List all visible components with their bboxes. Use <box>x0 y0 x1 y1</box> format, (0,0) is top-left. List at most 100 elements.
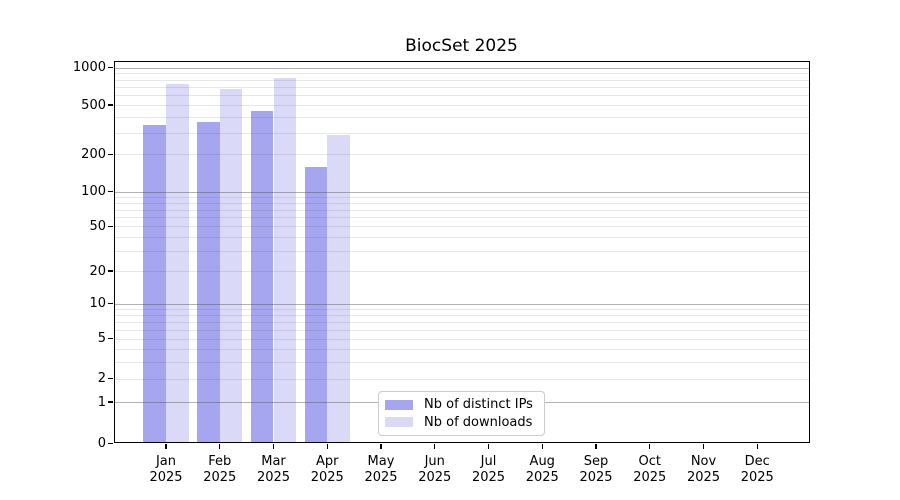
month-label: Jan <box>155 454 177 469</box>
month-label: Dec <box>744 454 770 469</box>
month-label: Jun <box>424 454 445 469</box>
major-gridline <box>113 67 810 69</box>
month-label: Jul <box>480 454 497 469</box>
x-axis-tick-label-oct: Oct 2025 <box>623 454 677 485</box>
minor-gridline <box>113 86 810 88</box>
bar-distinct-ips-mar <box>250 110 274 444</box>
year-label: 2025 <box>364 469 398 485</box>
month-label: Apr <box>316 454 339 469</box>
chart-title: BiocSet 2025 <box>405 36 518 56</box>
year-label: 2025 <box>740 469 774 485</box>
month-label: Nov <box>690 454 717 469</box>
legend-label-downloads: Nb of downloads <box>424 414 533 430</box>
y-axis-tick <box>108 225 113 227</box>
y-axis-tick <box>108 191 113 193</box>
year-label: 2025 <box>256 469 291 485</box>
y-axis-tick <box>108 153 113 156</box>
y-axis-tick <box>108 67 113 69</box>
bar-downloads-apr <box>327 135 350 444</box>
month-label: Aug <box>529 454 555 469</box>
minor-gridline <box>113 362 810 364</box>
month-label: Mar <box>261 454 286 469</box>
month-label: Sep <box>583 454 609 469</box>
minor-gridline <box>113 217 810 219</box>
legend: Nb of distinct IPs Nb of downloads <box>378 391 545 436</box>
year-label: 2025 <box>203 469 237 485</box>
minor-gridline <box>113 154 810 156</box>
x-axis-tick <box>219 444 221 449</box>
x-axis-tick-label-jul: Jul 2025 <box>462 454 516 485</box>
minor-gridline <box>113 309 810 311</box>
x-axis-tick-label-feb: Feb 2025 <box>193 454 247 485</box>
y-axis-tick <box>108 337 113 340</box>
year-label: 2025 <box>579 469 613 485</box>
y-axis-tick-label: 20 <box>89 263 106 279</box>
x-axis-tick <box>434 444 436 449</box>
month-label: Feb <box>208 454 232 469</box>
y-axis-tick-label: 2 <box>97 371 106 387</box>
y-axis-tick-label: 5 <box>97 331 106 347</box>
x-axis-tick <box>380 444 382 449</box>
x-axis-tick <box>756 444 758 449</box>
bar-distinct-ips-jan <box>143 125 166 444</box>
x-axis-tick-label-apr: Apr 2025 <box>300 454 354 485</box>
plot-frame <box>113 60 810 444</box>
legend-swatch-distinct-ips <box>385 399 413 410</box>
x-axis-tick-label-jan: Jan 2025 <box>139 454 193 485</box>
legend-item-distinct-ips: Nb of distinct IPs <box>385 397 536 412</box>
bar-downloads-jan <box>166 83 189 444</box>
year-label: 2025 <box>418 469 452 485</box>
legend-swatch-downloads <box>385 417 413 428</box>
y-axis-tick-label: 1 <box>97 394 106 410</box>
x-axis-tick-label-aug: Aug 2025 <box>515 454 569 485</box>
x-axis-tick <box>487 444 490 449</box>
major-gridline <box>113 303 810 305</box>
x-axis-tick-label-jun: Jun 2025 <box>408 454 462 485</box>
year-label: 2025 <box>310 469 344 485</box>
y-axis-tick <box>108 377 113 380</box>
year-label: 2025 <box>471 469 506 485</box>
minor-gridline <box>113 202 810 204</box>
y-axis-tick-label: 50 <box>89 218 106 234</box>
x-axis-tick <box>702 444 705 449</box>
minor-gridline <box>113 196 810 198</box>
y-axis-tick-label: 1000 <box>72 60 106 76</box>
minor-gridline <box>113 209 810 211</box>
minor-gridline <box>113 105 810 107</box>
minor-gridline <box>113 322 810 324</box>
minor-gridline <box>113 349 810 351</box>
month-label: May <box>367 454 395 469</box>
minor-gridline <box>113 338 810 340</box>
x-axis-tick-label-may: May 2025 <box>354 454 408 485</box>
x-axis-tick <box>272 444 275 449</box>
x-axis-tick <box>326 444 328 449</box>
year-label: 2025 <box>633 469 667 485</box>
bar-downloads-feb <box>219 89 243 444</box>
x-axis-tick <box>595 444 597 449</box>
y-axis-tick-label: 500 <box>81 97 106 113</box>
x-axis-tick <box>165 444 167 449</box>
y-axis-tick <box>108 303 113 305</box>
minor-gridline <box>113 237 810 239</box>
y-axis-tick <box>108 401 113 403</box>
minor-gridline <box>113 132 810 134</box>
x-axis-tick-label-nov: Nov 2025 <box>677 454 731 485</box>
legend-item-downloads: Nb of downloads <box>385 415 536 430</box>
y-axis-tick <box>108 104 113 106</box>
bar-downloads-mar <box>273 77 297 444</box>
y-axis-tick-label: 0 <box>97 435 106 451</box>
minor-gridline <box>113 315 810 317</box>
y-axis-tick-label: 100 <box>81 184 106 200</box>
bar-distinct-ips-feb <box>197 121 220 444</box>
minor-gridline <box>113 226 810 228</box>
x-axis-tick-label-mar: Mar 2025 <box>247 454 301 485</box>
y-axis-tick-label: 200 <box>81 146 106 162</box>
x-axis-tick-label-dec: Dec 2025 <box>730 454 784 485</box>
minor-gridline <box>113 95 810 97</box>
minor-gridline <box>113 79 810 81</box>
year-label: 2025 <box>149 469 183 485</box>
minor-gridline <box>113 329 810 331</box>
year-label: 2025 <box>525 469 559 485</box>
month-label: Oct <box>638 454 661 469</box>
